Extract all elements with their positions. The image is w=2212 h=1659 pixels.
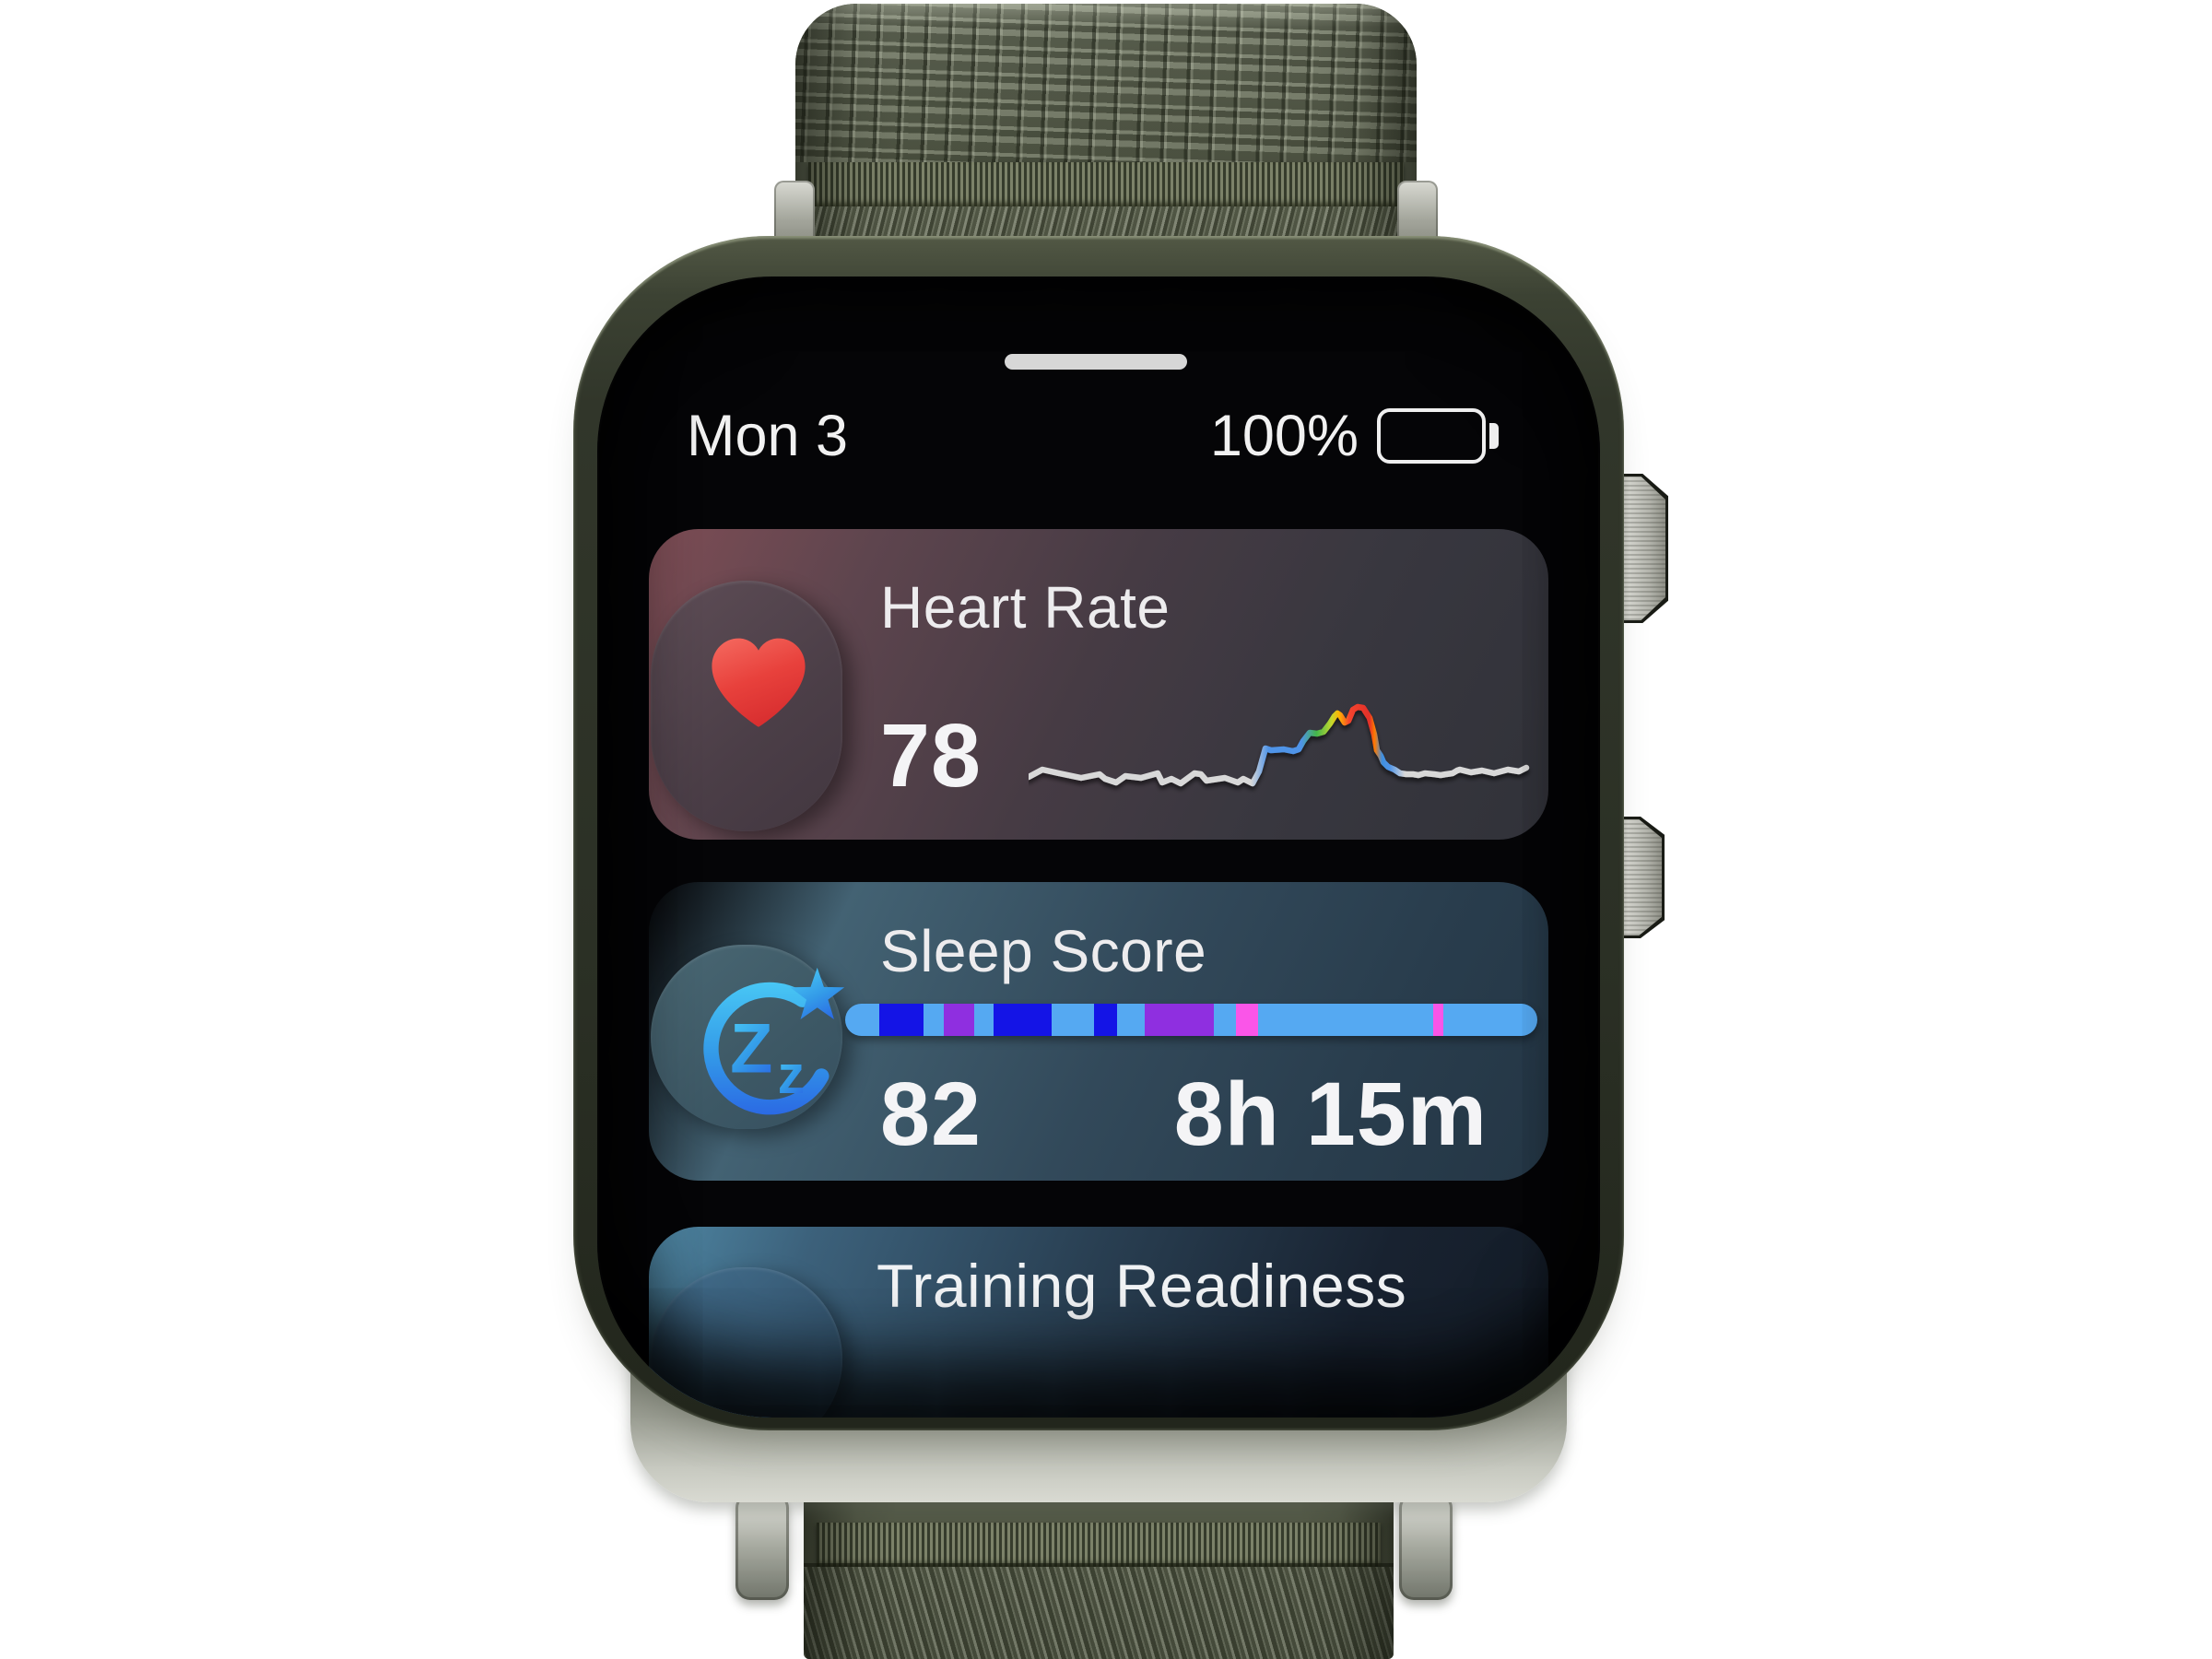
sleep-stage-segment [1235,1004,1259,1036]
training-readiness-title: Training Readiness [877,1252,1407,1320]
sleep-stage-segment [923,1004,944,1036]
sleep-stage-segment [943,1004,975,1036]
heart-rate-card[interactable]: Heart Rate 78 [649,529,1548,840]
sleep-stage-segment [1432,1004,1443,1036]
sleep-stage-segment [1258,1004,1433,1036]
battery-status: 100% [1210,406,1499,466]
svg-text:z: z [778,1045,805,1105]
sleep-duration-value: 8h 15m [1173,1064,1488,1164]
strap-pin-left [735,1493,789,1600]
heart-icon [712,638,806,727]
status-bar: Mon 3 100% [597,406,1600,466]
sleep-stage-segment [1213,1004,1236,1036]
heart-rate-title: Heart Rate [880,574,1171,641]
heart-rate-sparkline-path [1029,703,1530,787]
training-icon-pill [651,1267,842,1418]
date-label: Mon 3 [687,404,849,468]
sleep-stage-segment [845,1004,879,1036]
sleep-score-title: Sleep Score [880,918,1207,984]
sleep-stage-segment [1094,1004,1118,1036]
sleep-stage-segment [994,1004,1052,1036]
sleep-stage-segment [1442,1004,1537,1036]
drag-handle[interactable] [1005,354,1187,370]
sleep-stage-segment [1051,1004,1095,1036]
heart-rate-value: 78 [880,705,982,806]
strap-pin-right [1399,1493,1453,1600]
sleep-stage-segment [878,1004,924,1036]
svg-text:Z: Z [730,1009,772,1088]
sleep-score-card[interactable]: Z z Sleep Score 82 8h 15m [649,882,1548,1181]
sleep-score-value: 82 [880,1064,982,1164]
watch-screen: Mon 3 100% Heart Rate 78 [597,276,1600,1418]
sleep-stages-bar [845,1004,1537,1036]
sleep-stage-segment [1145,1004,1214,1036]
sleep-stage-segment [974,1004,994,1036]
heart-rate-sparkline [1029,703,1530,787]
sleep-stage-segment [1117,1004,1146,1036]
training-readiness-card[interactable]: Training Readiness [649,1227,1548,1418]
battery-full-icon [1377,408,1499,464]
sleep-zz-icon: Z z [703,967,845,1115]
battery-percent-label: 100% [1209,404,1359,468]
